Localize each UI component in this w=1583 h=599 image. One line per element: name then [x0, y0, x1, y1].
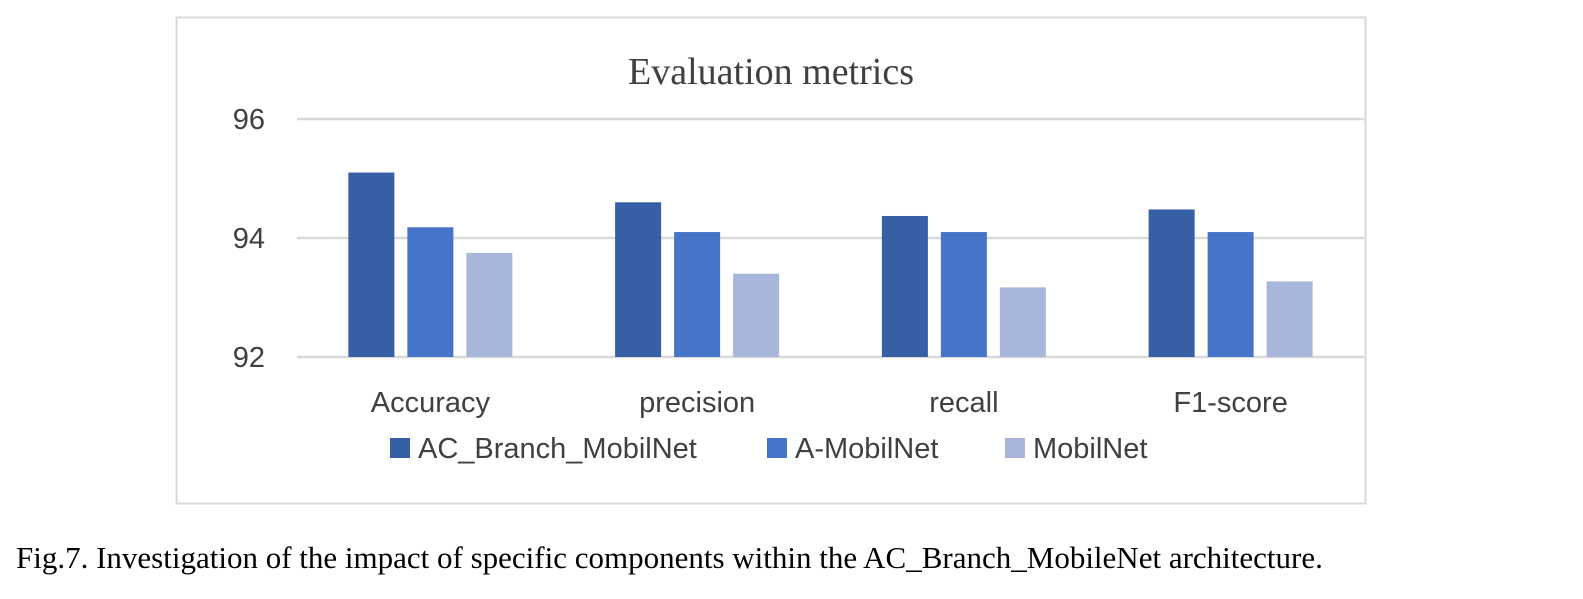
legend-swatch — [767, 438, 787, 458]
x-category-label: F1-score — [1173, 387, 1287, 419]
y-tick-label: 92 — [233, 342, 265, 374]
bar — [407, 227, 454, 357]
x-category-label: precision — [639, 387, 755, 419]
bar — [615, 202, 662, 357]
bars-layer — [348, 172, 1313, 357]
bar — [999, 287, 1046, 357]
legend-swatch — [1005, 438, 1025, 458]
bar — [1266, 281, 1313, 357]
y-tick-label: 94 — [233, 223, 265, 255]
bar — [733, 273, 780, 357]
bar — [881, 215, 928, 357]
legend-label: MobilNet — [1033, 433, 1147, 465]
bar — [1148, 209, 1195, 357]
chart: Evaluation metrics 92 94 96 Accuracy precis… — [175, 16, 1367, 505]
bar — [1207, 232, 1254, 357]
bar — [940, 232, 987, 357]
bar — [466, 252, 513, 357]
chart-title: Evaluation metrics — [628, 51, 914, 93]
y-tick-label: 96 — [233, 104, 265, 136]
x-axis-categories: Accuracy precision recall F1-score — [371, 387, 1288, 419]
bar — [348, 172, 395, 357]
x-category-label: recall — [929, 387, 998, 419]
y-axis-ticks: 92 94 96 — [233, 104, 265, 374]
x-category-label: Accuracy — [371, 387, 491, 419]
legend-label: AC_Branch_MobilNet — [418, 433, 697, 465]
legend-label: A-MobilNet — [795, 433, 938, 465]
bar — [674, 232, 721, 357]
legend: AC_Branch_MobilNet A-MobilNet MobilNet — [390, 433, 1147, 465]
figure-caption: Fig.7. Investigation of the impact of sp… — [16, 540, 1323, 575]
legend-swatch — [390, 438, 410, 458]
